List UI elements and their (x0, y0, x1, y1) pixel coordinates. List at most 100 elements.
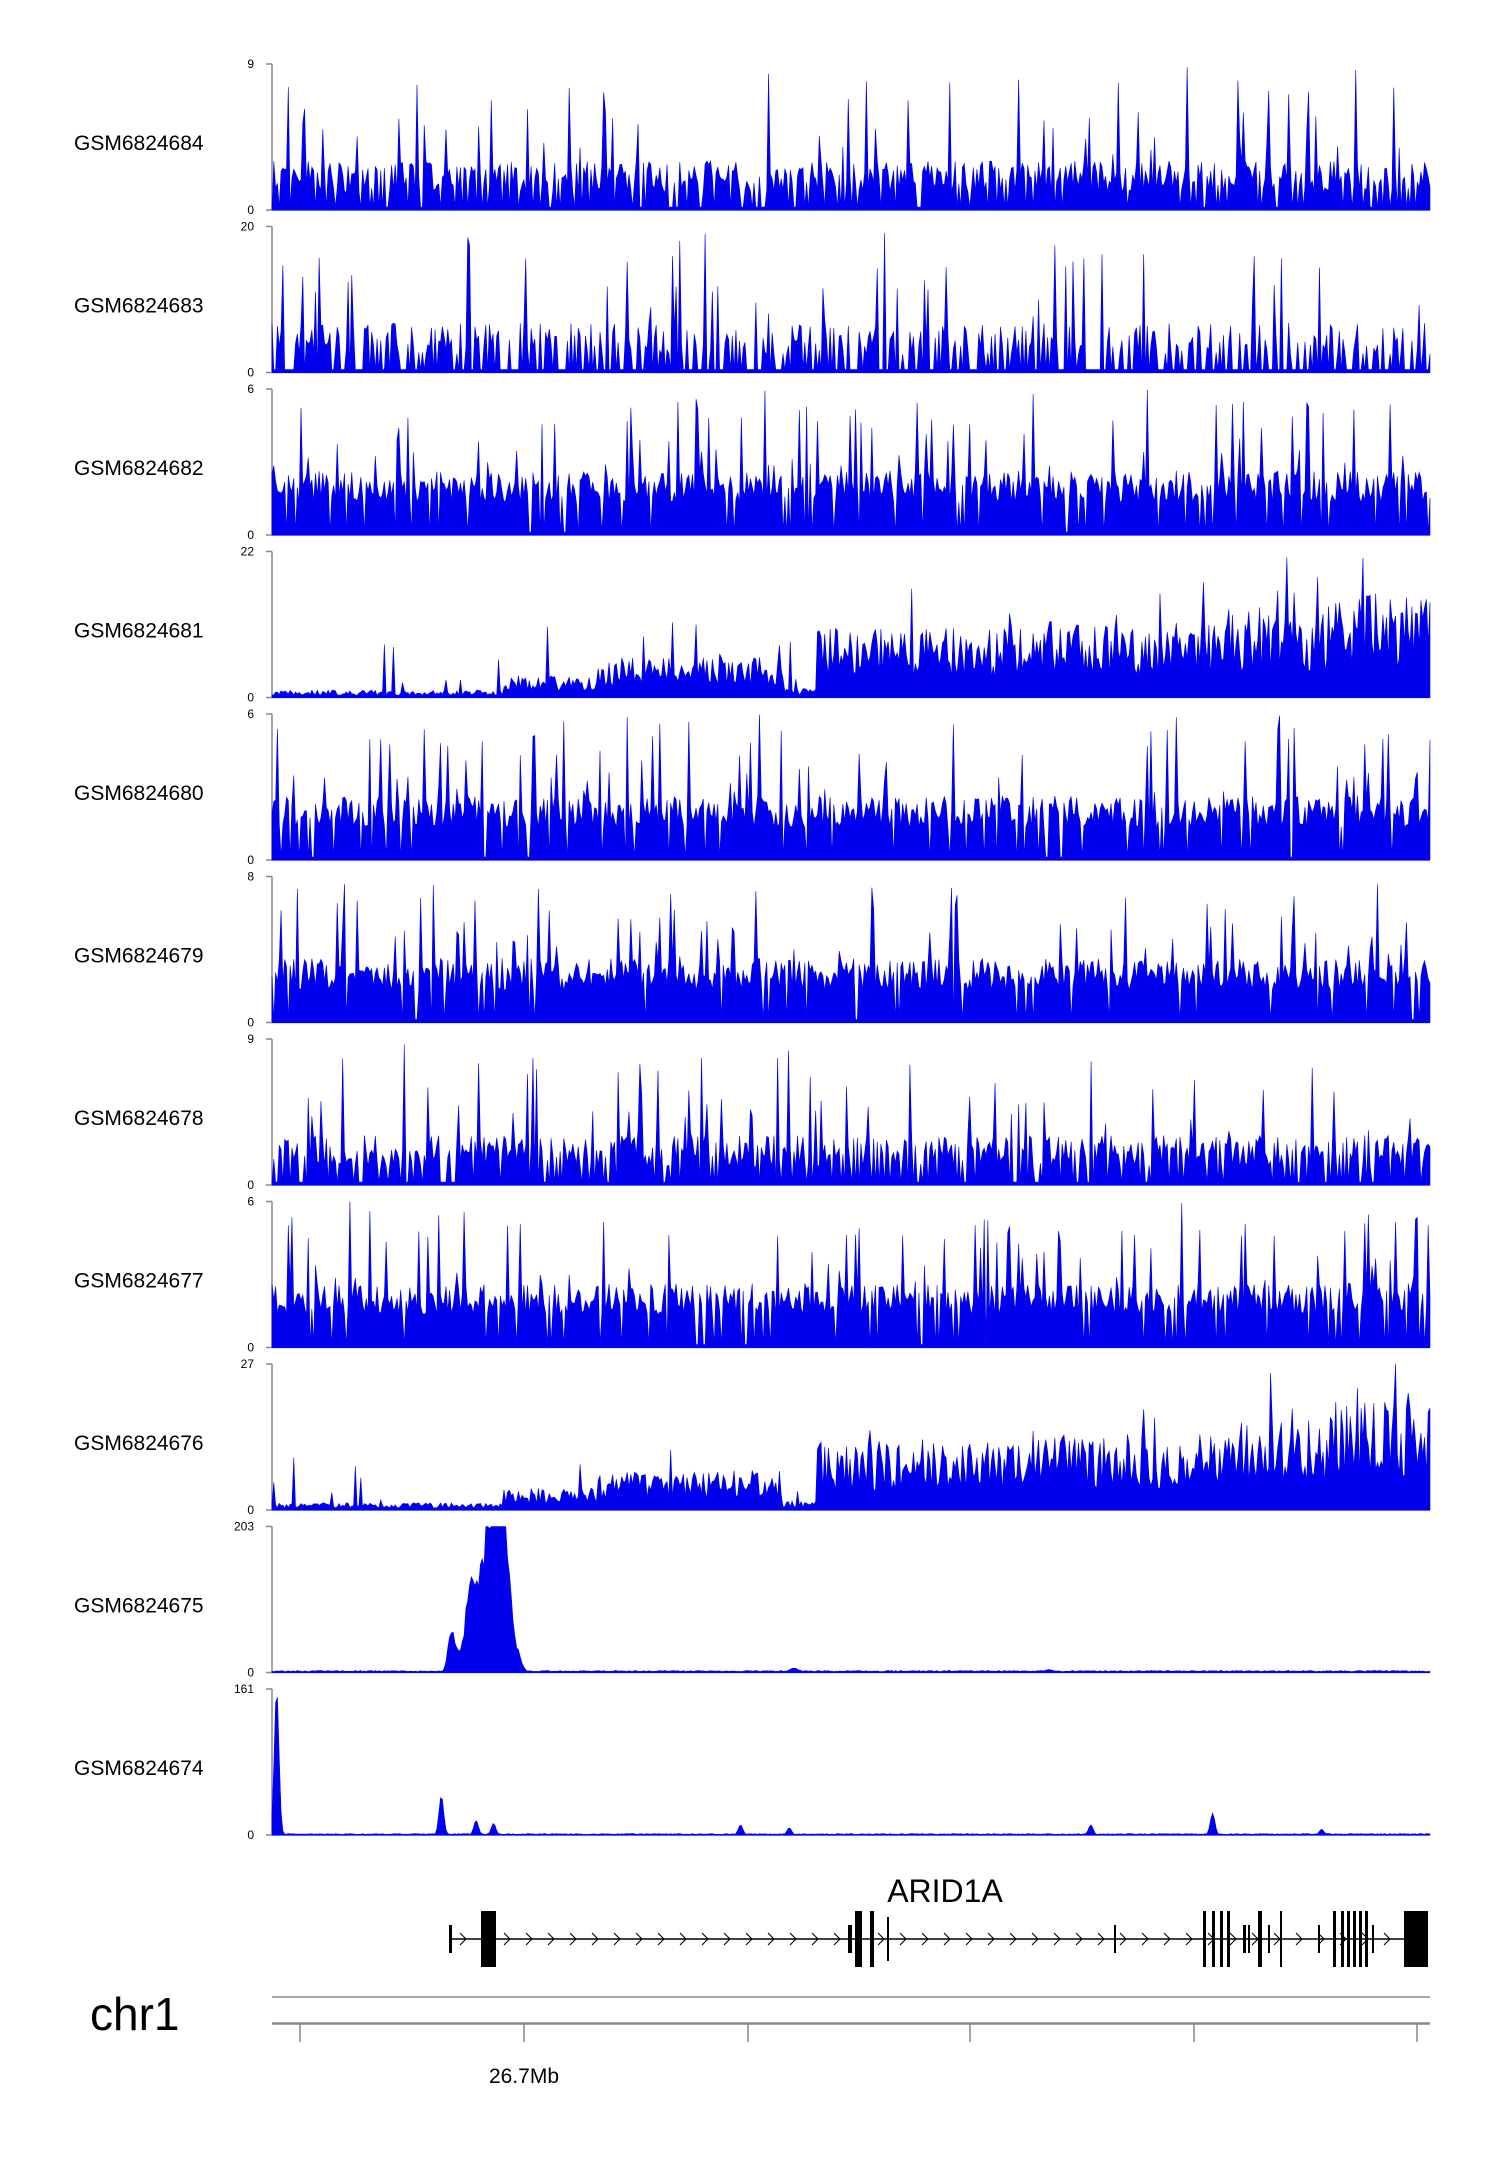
y-tick-label-min: 0 (247, 1828, 254, 1842)
coverage-tracks: GSM682468490GSM6824683200GSM682468260GSM… (74, 57, 1431, 1842)
strand-arrow (569, 1932, 577, 1946)
strand-arrow (1075, 1932, 1083, 1946)
y-tick-label-min: 0 (247, 528, 254, 542)
track-GSM6824680: GSM6824680 6 0 (74, 707, 1431, 867)
exon-10 (1220, 1911, 1223, 1967)
exon-20 (1347, 1911, 1350, 1967)
track-GSM6824683: GSM6824683 20 0 (74, 220, 1431, 380)
y-tick-label-max: 9 (247, 57, 254, 71)
gene-model-arid1a (449, 1911, 1428, 1967)
coverage-area (271, 1201, 1431, 1348)
strand-arrow (899, 1932, 907, 1946)
strand-arrow (1229, 1932, 1237, 1946)
track-GSM6824679: GSM6824679 8 0 (74, 870, 1431, 1030)
exon-4 (855, 1911, 862, 1967)
strand-arrow (1185, 1932, 1193, 1946)
track-GSM6824675: GSM6824675 203 0 (74, 1520, 1431, 1680)
gene-track: ARID1A (449, 1873, 1428, 1967)
y-tick-label-min: 0 (247, 1666, 254, 1680)
strand-arrow (811, 1932, 819, 1946)
strand-arrow (1295, 1932, 1303, 1946)
exon-14 (1258, 1911, 1262, 1967)
y-tick-label-max: 6 (247, 1195, 254, 1209)
track-label: GSM6824677 (74, 1270, 204, 1293)
exon-13 (1248, 1925, 1250, 1953)
strand-arrow (547, 1932, 555, 1946)
y-tick-label-max: 161 (234, 1682, 254, 1696)
gene-label: ARID1A (887, 1873, 1003, 1909)
exon-24 (1372, 1925, 1374, 1953)
y-tick-label-min: 0 (247, 853, 254, 867)
strand-arrow (613, 1932, 621, 1946)
exon-17 (1318, 1925, 1320, 1953)
exon-19 (1341, 1911, 1344, 1967)
y-tick-label-min: 0 (247, 1503, 254, 1517)
strand-arrow (723, 1932, 731, 1946)
strand-arrow (1141, 1932, 1149, 1946)
exon-7 (1114, 1925, 1116, 1953)
y-tick-label-min: 0 (247, 1341, 254, 1355)
strand-arrow (745, 1932, 753, 1946)
coverage-area (271, 884, 1431, 1023)
y-tick-label-max: 20 (241, 220, 255, 234)
coverage-area (271, 389, 1431, 536)
exon-16 (1280, 1911, 1282, 1967)
track-GSM6824684: GSM6824684 9 0 (74, 57, 1431, 217)
strand-arrow (657, 1932, 665, 1946)
track-label: GSM6824679 (74, 945, 204, 968)
y-tick-label-max: 27 (241, 1357, 255, 1371)
strand-arrow (525, 1932, 533, 1946)
strand-arrow (921, 1932, 929, 1946)
exon-5 (870, 1911, 874, 1967)
strand-arrow (987, 1932, 995, 1946)
y-tick-label-min: 0 (247, 1178, 254, 1192)
exon-15 (1268, 1925, 1270, 1953)
coverage-area (271, 714, 1431, 861)
coverage-area (271, 233, 1431, 373)
exon-18 (1333, 1911, 1336, 1967)
track-label: GSM6824678 (74, 1107, 204, 1130)
coverage-area (271, 557, 1431, 698)
y-tick-label-max: 203 (234, 1520, 254, 1534)
strand-arrow (459, 1932, 467, 1946)
exon-21 (1353, 1911, 1356, 1967)
y-tick-label-max: 6 (247, 707, 254, 721)
exon-3 (848, 1925, 852, 1953)
track-label: GSM6824683 (74, 295, 204, 318)
y-tick-label-max: 9 (247, 1032, 254, 1046)
y-tick-label-min: 0 (247, 691, 254, 705)
coverage-area (271, 1526, 1431, 1673)
strand-arrow (965, 1932, 973, 1946)
strand-arrow (701, 1932, 709, 1946)
x-axis-ticks (299, 2024, 1418, 2042)
exon-6 (887, 1917, 889, 1961)
track-label: GSM6824681 (74, 620, 204, 643)
genome-axis: chr1 26.7Mb (90, 1988, 1430, 2088)
track-label: GSM6824675 (74, 1595, 204, 1618)
y-tick-label-min: 0 (247, 203, 254, 217)
track-label: GSM6824674 (74, 1757, 204, 1780)
coverage-area (271, 1044, 1431, 1186)
y-tick-label-max: 8 (247, 870, 254, 884)
exon-1 (449, 1925, 452, 1953)
strand-arrow (1383, 1932, 1391, 1946)
strand-arrow (943, 1932, 951, 1946)
x-tick-label-26-7mb: 26.7Mb (489, 2065, 559, 2088)
track-GSM6824678: GSM6824678 9 0 (74, 1032, 1431, 1192)
exon-9 (1212, 1911, 1215, 1967)
track-GSM6824682: GSM6824682 6 0 (74, 382, 1431, 542)
chromosome-label: chr1 (90, 1988, 179, 2040)
strand-arrow (767, 1932, 775, 1946)
strand-arrow (635, 1932, 643, 1946)
track-GSM6824674: GSM6824674 161 0 (74, 1682, 1431, 1842)
strand-arrow (503, 1932, 511, 1946)
exon-22 (1359, 1911, 1362, 1967)
strand-arrow (1163, 1932, 1171, 1946)
track-label: GSM6824682 (74, 457, 204, 480)
exon-8 (1203, 1911, 1206, 1967)
y-tick-label-max: 6 (247, 382, 254, 396)
strand-arrow (679, 1932, 687, 1946)
strand-arrow (1119, 1932, 1127, 1946)
y-tick-label-min: 0 (247, 366, 254, 380)
track-label: GSM6824684 (74, 132, 204, 155)
